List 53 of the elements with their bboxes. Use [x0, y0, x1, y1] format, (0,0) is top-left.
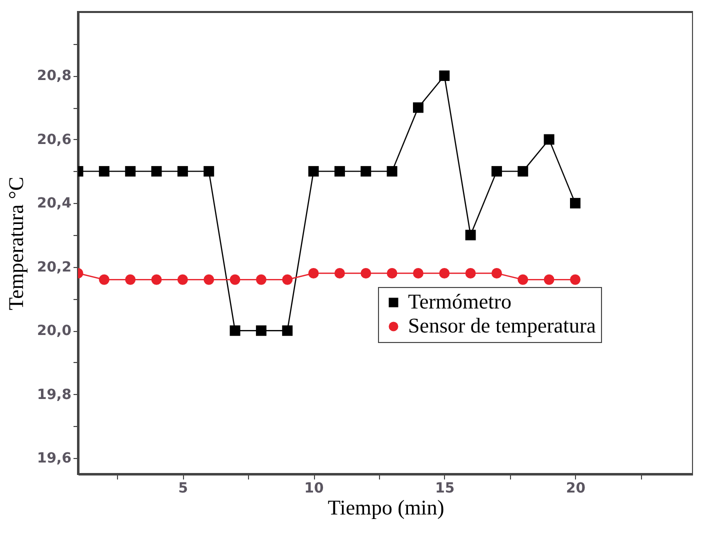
y-tick-label: 20,8: [36, 68, 72, 84]
point: [386, 268, 398, 279]
y-axis-title: Temperatura °C: [4, 176, 28, 310]
point: [570, 198, 580, 208]
point: [204, 166, 214, 177]
x-tick-label: 15: [435, 480, 455, 496]
point: [544, 134, 554, 145]
point: [491, 166, 502, 177]
x-tick-label: 20: [566, 480, 586, 496]
point: [308, 166, 319, 177]
legend-label: Termómetro: [408, 290, 512, 314]
y-tick-label: 19,8: [36, 386, 72, 403]
point: [230, 325, 240, 336]
point: [230, 274, 240, 285]
point: [98, 166, 110, 177]
x-tick-label: 10: [304, 480, 324, 496]
y-tick-label: 19,6: [36, 450, 72, 467]
point: [386, 166, 398, 177]
point: [177, 166, 188, 177]
point: [360, 166, 372, 177]
point: [256, 325, 266, 336]
point: [308, 268, 319, 279]
point: [412, 102, 424, 113]
y-tick-label: 20,0: [36, 323, 72, 340]
point: [544, 274, 554, 285]
point: [151, 274, 162, 285]
x-tick-label: 5: [178, 480, 188, 496]
point: [334, 166, 345, 177]
point: [465, 268, 476, 279]
point: [282, 274, 293, 285]
point: [439, 268, 450, 279]
point: [151, 166, 162, 177]
y-tick-label: 20,6: [36, 132, 72, 148]
point: [125, 166, 136, 177]
point: [334, 268, 345, 279]
y-tick-label: 20,4: [36, 196, 72, 212]
point: [412, 268, 424, 279]
point: [256, 274, 266, 285]
point: [282, 325, 293, 336]
legend-label: Sensor de temperatura: [408, 314, 596, 338]
point: [518, 274, 528, 285]
point: [465, 230, 476, 240]
point: [177, 274, 188, 285]
point: [360, 268, 372, 279]
point: [518, 166, 528, 177]
point: [125, 274, 136, 285]
point: [439, 70, 450, 81]
point: [570, 274, 580, 285]
y-tick-label: 20,2: [36, 259, 72, 276]
point: [98, 274, 110, 285]
x-axis-title: Tiempo (min): [328, 496, 444, 520]
point: [204, 274, 214, 285]
point: [491, 268, 502, 279]
